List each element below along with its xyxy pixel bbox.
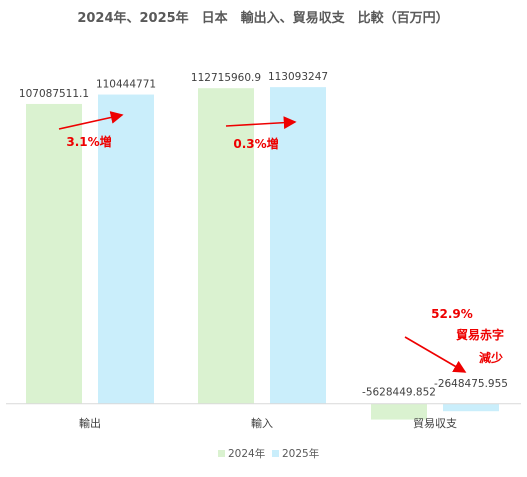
data-label: 113093247 [268, 71, 328, 83]
legend-label: 2024年 [228, 447, 265, 460]
data-label: 107087511.1 [19, 88, 89, 100]
annotation-text: 減少 [479, 350, 503, 365]
bar-2025年-貿易収支 [443, 403, 499, 412]
legend-swatch [272, 450, 279, 457]
bar-2025年-輸出 [98, 94, 154, 404]
legend-label: 2025年 [282, 447, 319, 460]
annotation-arrow [404, 336, 467, 373]
annotation-text: 52.9% [431, 307, 473, 321]
bar-2025年-輸入 [270, 87, 326, 404]
annotation-text: 0.3%増 [233, 136, 278, 151]
legend-swatch [218, 450, 225, 457]
annotation-arrow [225, 116, 297, 130]
data-label: -5628449.852 [362, 387, 436, 399]
bar-2024年-貿易収支 [371, 403, 427, 420]
legend: 2024年 2025年 [218, 447, 319, 460]
x-axis: 輸出 輸入 貿易収支 [6, 403, 521, 430]
annotation-arrow [58, 111, 124, 130]
data-label: -2648475.955 [434, 378, 508, 390]
data-label: 112715960.9 [191, 72, 261, 84]
category-tick-label: 貿易収支 [413, 417, 457, 430]
category-tick-label: 輸出 [79, 416, 101, 430]
bar-2024年-輸出 [26, 103, 82, 404]
chart-title: 2024年、2025年 日本 輸出入、貿易収支 比較（百万円） [77, 10, 448, 26]
annotation-text: 貿易赤字 [456, 327, 504, 342]
annotation-text: 3.1%増 [66, 134, 111, 149]
data-labels-layer: 107087511.1 112715960.9 -5628449.852 110444… [19, 71, 508, 398]
bars-layer [26, 87, 499, 420]
data-label: 110444771 [96, 79, 156, 91]
bar-2024年-輸入 [198, 88, 254, 404]
category-tick-label: 輸入 [251, 416, 273, 430]
